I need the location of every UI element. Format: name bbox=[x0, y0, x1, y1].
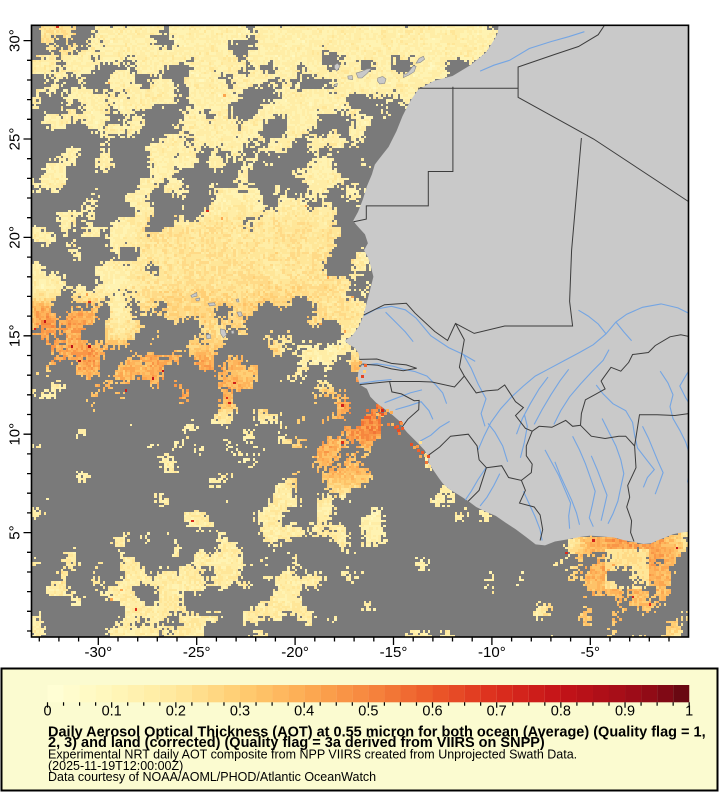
svg-text:0.6: 0.6 bbox=[422, 704, 442, 720]
svg-text:0.5: 0.5 bbox=[358, 704, 378, 720]
svg-text:0.2: 0.2 bbox=[166, 704, 186, 720]
svg-text:2, 3) and land (corrected) (Qu: 2, 3) and land (corrected) (Quality flag… bbox=[48, 735, 545, 751]
svg-text:10°: 10° bbox=[7, 423, 24, 446]
svg-text:0: 0 bbox=[43, 704, 51, 720]
svg-text:0.7: 0.7 bbox=[487, 704, 507, 720]
svg-text:30°: 30° bbox=[7, 29, 24, 52]
svg-text:-20°: -20° bbox=[281, 644, 309, 661]
svg-text:5°: 5° bbox=[7, 525, 24, 539]
svg-text:-30°: -30° bbox=[84, 644, 112, 661]
svg-text:-25°: -25° bbox=[183, 644, 211, 661]
svg-text:0.4: 0.4 bbox=[294, 704, 314, 720]
svg-text:Data courtesy of NOAA/AOML/PHO: Data courtesy of NOAA/AOML/PHOD/Atlantic… bbox=[48, 770, 376, 784]
svg-text:0.8: 0.8 bbox=[551, 704, 571, 720]
svg-text:-15°: -15° bbox=[380, 644, 408, 661]
svg-text:0.1: 0.1 bbox=[102, 704, 122, 720]
svg-text:Experimental NRT daily AOT com: Experimental NRT daily AOT composite fro… bbox=[48, 748, 577, 762]
svg-text:-5°: -5° bbox=[581, 644, 600, 661]
svg-text:20°: 20° bbox=[7, 226, 24, 249]
svg-text:Daily Aerosol Optical Thicknes: Daily Aerosol Optical Thickness (AOT) at… bbox=[48, 725, 706, 741]
svg-text:(2025-11-19T12:00:00Z): (2025-11-19T12:00:00Z) bbox=[48, 759, 183, 773]
svg-text:0.9: 0.9 bbox=[615, 704, 635, 720]
svg-text:0.3: 0.3 bbox=[230, 704, 250, 720]
svg-text:1: 1 bbox=[685, 704, 693, 720]
svg-text:15°: 15° bbox=[7, 324, 24, 347]
svg-text:-10°: -10° bbox=[478, 644, 506, 661]
svg-text:25°: 25° bbox=[7, 128, 24, 151]
